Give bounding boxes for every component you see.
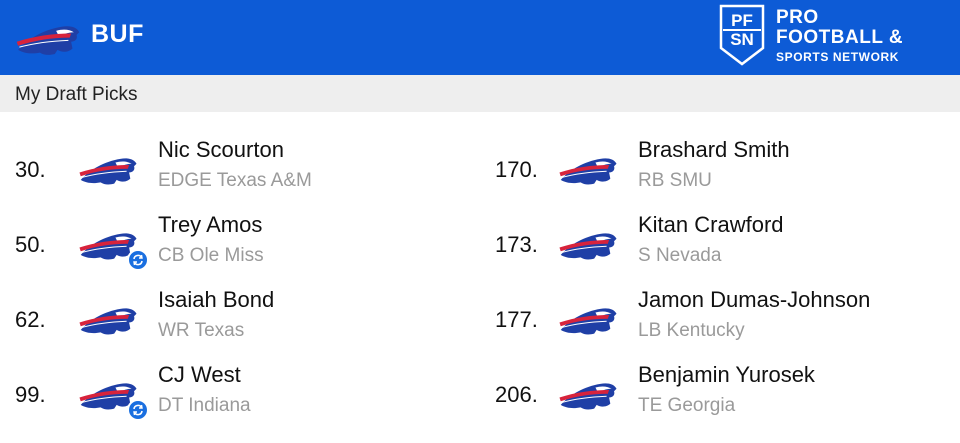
draft-pick-row[interactable]: 62. Isaiah Bond WR Texas [15,287,485,357]
brand-line1: PRO [776,7,819,28]
bills-buffalo-logo-icon [14,18,82,60]
draft-pick-row[interactable]: 50. Trey Amos CB Ole Miss [15,212,485,282]
pfsn-logo-icon: PF SN [719,4,765,66]
player-position-school: DT Indiana [158,395,251,416]
player-position-school: RB SMU [638,170,712,191]
player-position-school: CB Ole Miss [158,245,264,266]
section-header: My Draft Picks [0,75,960,112]
player-position-school: WR Texas [158,320,245,341]
player-position-school: TE Georgia [638,395,736,416]
draft-pick-row[interactable]: 177. Jamon Dumas-Johnson LB Kentucky [495,287,960,357]
section-title: My Draft Picks [15,84,138,105]
player-name: Brashard Smith [638,137,790,162]
brand-wordmark: PRO FOOTBALL & SPORTS NETWORK [776,8,903,63]
player-name: Kitan Crawford [638,212,784,237]
player-name: CJ West [158,362,241,387]
draft-pick-row[interactable]: 30. Nic Scourton EDGE Texas A&M [15,137,485,207]
player-name: Benjamin Yurosek [638,362,815,387]
pick-number: 62. [15,307,46,332]
draft-pick-row[interactable]: 170. Brashard Smith RB SMU [495,137,960,207]
team-abbreviation: BUF [91,20,144,48]
bills-buffalo-logo-icon [557,375,619,415]
draft-pick-row[interactable]: 99. CJ West DT Indiana [15,362,485,432]
pick-number: 50. [15,232,46,257]
bills-buffalo-logo-icon [557,150,619,190]
pfsn-badge-text-bottom: SN [730,30,754,49]
bills-buffalo-logo-icon [557,300,619,340]
pfsn-badge-text-top: PF [731,11,753,30]
player-name: Jamon Dumas-Johnson [638,287,871,312]
pick-number: 30. [15,157,46,182]
player-position-school: EDGE Texas A&M [158,170,312,191]
draft-pick-row[interactable]: 173. Kitan Crawford S Nevada [495,212,960,282]
player-position-school: LB Kentucky [638,320,745,341]
brand-line2: FOOTBALL & [776,27,904,48]
trade-swap-icon [127,399,149,421]
bills-buffalo-logo-icon [77,300,139,340]
pick-number: 177. [495,307,538,332]
trade-swap-icon [127,249,149,271]
brand-line3: SPORTS NETWORK [776,50,900,64]
bills-buffalo-logo-icon [557,225,619,265]
player-name: Nic Scourton [158,137,284,162]
player-name: Isaiah Bond [158,287,275,312]
pick-number: 99. [15,382,46,407]
bills-buffalo-logo-icon [77,150,139,190]
app-header: BUF PF SN PRO FOOTBALL & SPORTS NETWORK [0,0,960,75]
player-position-school: S Nevada [638,245,722,266]
pick-number: 170. [495,157,538,182]
draft-pick-row[interactable]: 206. Benjamin Yurosek TE Georgia [495,362,960,432]
player-name: Trey Amos [158,212,263,237]
pick-number: 173. [495,232,538,257]
pick-number: 206. [495,382,538,407]
